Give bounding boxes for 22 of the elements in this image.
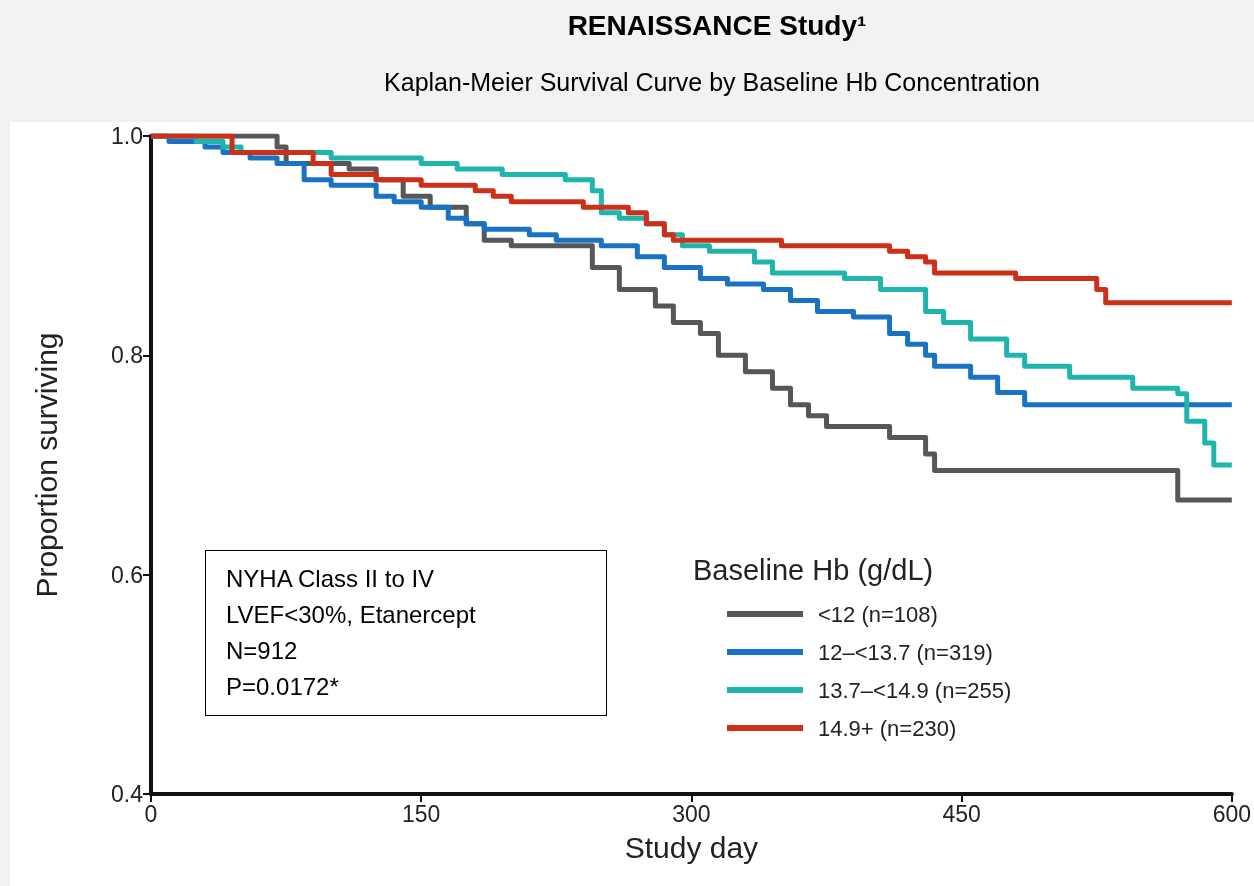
x-tick-label: 0 xyxy=(144,800,158,827)
y-tick-label: 0.8 xyxy=(111,342,143,369)
chart-subtitle: Kaplan-Meier Survival Curve by Baseline Hb Concentration xyxy=(383,68,1041,97)
x-tick-label: 600 xyxy=(1212,800,1251,827)
annotation: LVEF<30%, Etanercept xyxy=(226,600,477,630)
annotation: N=912 xyxy=(226,636,299,666)
legend-label: <12 (n=108) xyxy=(818,601,938,627)
legend-label: 14.9+ (n=230) xyxy=(818,715,957,741)
x-axis-title: Study day xyxy=(624,830,759,864)
chart-title: RENAISSANCE Study¹ xyxy=(566,10,868,42)
y-tick-label: 0.6 xyxy=(111,561,143,588)
annotation: NYHA Class II to IV xyxy=(226,564,436,594)
y-tick-label: 0.4 xyxy=(111,781,144,807)
legend-label: 13.7–<14.9 (n=255) xyxy=(818,677,1012,703)
x-tick-label: 300 xyxy=(672,800,711,827)
x-tick-label: 450 xyxy=(942,800,981,827)
y-tick-label: 1.0 xyxy=(111,123,143,149)
legend-label: 12–<13.7 (n=319) xyxy=(818,639,993,665)
annotation: P=0.0172* xyxy=(226,672,340,702)
x-tick-label: 150 xyxy=(402,800,441,827)
legend-title: Baseline Hb (g/dL) xyxy=(693,553,934,586)
y-axis-title: Proportion surviving xyxy=(29,332,63,598)
